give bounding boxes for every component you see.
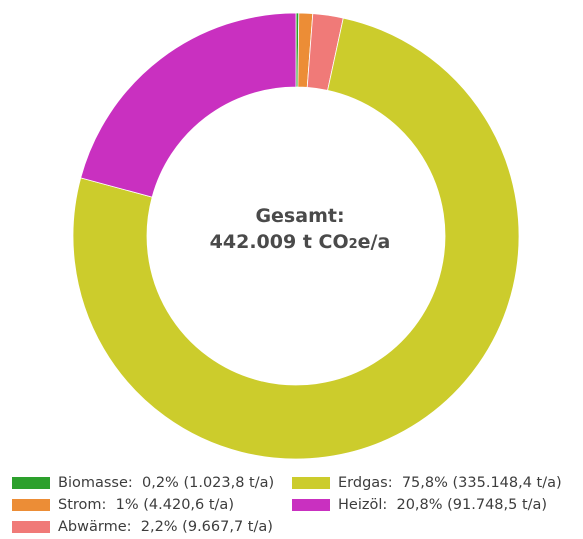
legend-value-biomasse: 0,2% (1.023,8 t/a)	[142, 475, 275, 491]
legend-swatch-heizoel	[292, 499, 330, 511]
legend-item-biomasse[interactable]: Biomasse: 0,2% (1.023,8 t/a)	[12, 472, 274, 494]
legend-value-heizoel: 20,8% (91.748,5 t/a)	[396, 497, 548, 513]
legend-value-erdgas: 75,8% (335.148,4 t/a)	[401, 475, 562, 491]
legend-swatch-abwaerme	[12, 521, 50, 533]
legend-item-erdgas[interactable]: Erdgas: 75,8% (335.148,4 t/a)	[292, 472, 562, 494]
legend-value-abwaerme: 2,2% (9.667,7 t/a)	[140, 519, 273, 535]
total-title: Gesamt:	[255, 205, 345, 227]
slice-heiz-l[interactable]	[80, 12, 297, 198]
legend-item-abwaerme[interactable]: Abwärme: 2,2% (9.667,7 t/a)	[12, 516, 273, 538]
total-value: 442.009 t CO2e/a	[141, 229, 459, 258]
legend-label-biomasse: Biomasse:	[58, 475, 133, 491]
slice-erdgas[interactable]	[72, 17, 520, 460]
legend-label-erdgas: Erdgas:	[338, 475, 393, 491]
total-value-subscript: 2	[348, 237, 358, 252]
legend-label-abwaerme: Abwärme:	[58, 519, 132, 535]
donut-chart	[72, 12, 520, 460]
total-value-unit: e/a	[357, 231, 391, 253]
legend-item-strom[interactable]: Strom: 1% (4.420,6 t/a)	[12, 494, 234, 516]
legend-label-strom: Strom:	[58, 497, 107, 513]
total-label: Gesamt: 442.009 t CO2e/a	[141, 203, 459, 258]
legend-value-strom: 1% (4.420,6 t/a)	[115, 497, 234, 513]
legend-swatch-biomasse	[12, 477, 50, 489]
legend-swatch-erdgas	[292, 477, 330, 489]
legend-label-heizoel: Heizöl:	[338, 497, 388, 513]
total-value-number: 442.009 t CO	[209, 231, 349, 253]
legend-item-heizoel[interactable]: Heizöl: 20,8% (91.748,5 t/a)	[292, 494, 547, 516]
legend-swatch-strom	[12, 499, 50, 511]
chart-legend: Biomasse: 0,2% (1.023,8 t/a) Strom: 1% (…	[0, 472, 583, 539]
